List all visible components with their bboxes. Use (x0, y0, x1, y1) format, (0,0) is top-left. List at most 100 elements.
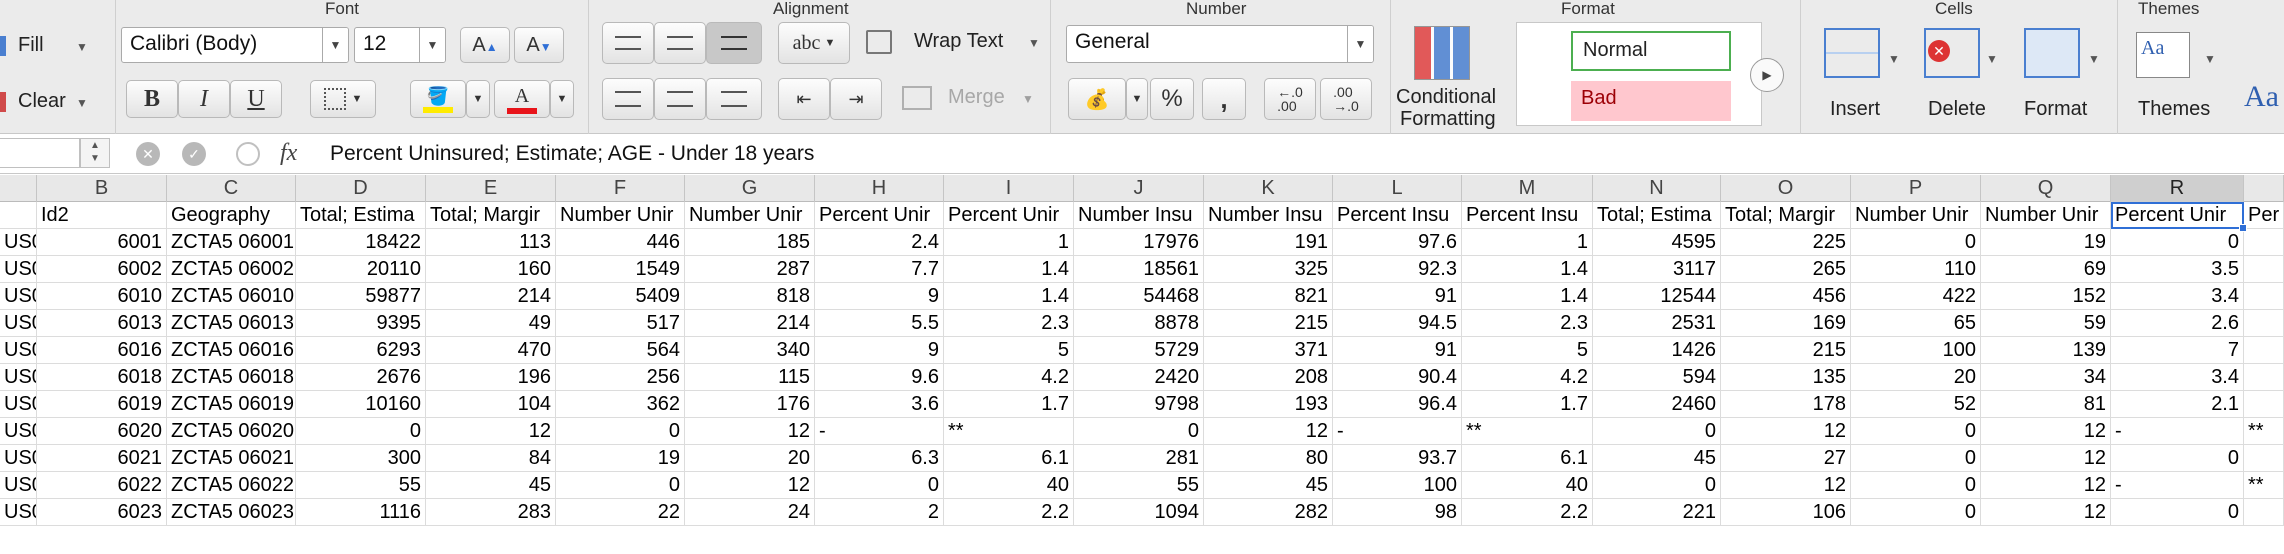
table-cell[interactable]: 45 (1593, 445, 1721, 472)
themes-button[interactable]: Aa ▼ Themes (2132, 24, 2232, 128)
fill-button[interactable]: Fill ▼ (0, 30, 100, 64)
table-cell[interactable]: ZCTA5 06022 (167, 472, 296, 499)
table-cell[interactable]: 6018 (37, 364, 167, 391)
header-cell[interactable]: Total; Estima (1593, 202, 1721, 229)
table-cell[interactable]: 12 (1981, 499, 2111, 526)
align-middle-button[interactable] (654, 22, 706, 64)
table-cell[interactable]: 2420 (1074, 364, 1204, 391)
table-cell[interactable]: 2.2 (944, 499, 1074, 526)
table-cell[interactable]: 208 (1204, 364, 1333, 391)
table-cell[interactable]: 12544 (1593, 283, 1721, 310)
table-cell[interactable]: 2.3 (944, 310, 1074, 337)
table-cell[interactable]: US0 (0, 445, 37, 472)
table-cell[interactable]: 0 (2111, 445, 2244, 472)
column-header[interactable]: E (426, 175, 556, 202)
percent-style-button[interactable]: % (1150, 78, 1194, 120)
header-cell[interactable]: Number Unir (1981, 202, 2111, 229)
table-cell[interactable]: 282 (1204, 499, 1333, 526)
style-bad[interactable]: Bad (1571, 81, 1731, 121)
table-cell[interactable]: ZCTA5 06018 (167, 364, 296, 391)
table-cell[interactable]: - (1333, 418, 1462, 445)
table-cell[interactable]: ** (944, 418, 1074, 445)
table-cell[interactable]: 0 (815, 472, 944, 499)
header-cell[interactable]: Number Unir (685, 202, 815, 229)
table-cell[interactable]: 19 (1981, 229, 2111, 256)
table-cell[interactable]: 0 (556, 418, 685, 445)
table-cell[interactable]: 6010 (37, 283, 167, 310)
clear-button[interactable]: Clear ▼ (0, 86, 100, 120)
table-cell[interactable]: 1.7 (944, 391, 1074, 418)
table-cell[interactable]: 18422 (296, 229, 426, 256)
table-cell[interactable]: 0 (1851, 418, 1981, 445)
table-cell[interactable]: 152 (1981, 283, 2111, 310)
table-cell[interactable]: 52 (1851, 391, 1981, 418)
table-cell[interactable]: 139 (1981, 337, 2111, 364)
table-cell[interactable]: 6001 (37, 229, 167, 256)
table-cell[interactable]: 3.4 (2111, 283, 2244, 310)
table-cell[interactable]: ZCTA5 06001 (167, 229, 296, 256)
table-cell[interactable]: ZCTA5 06021 (167, 445, 296, 472)
table-cell[interactable]: 1116 (296, 499, 426, 526)
table-cell[interactable]: 221 (1593, 499, 1721, 526)
table-cell[interactable] (2244, 310, 2284, 337)
table-cell[interactable]: 5409 (556, 283, 685, 310)
table-cell[interactable]: 6002 (37, 256, 167, 283)
table-cell[interactable]: 65 (1851, 310, 1981, 337)
table-cell[interactable]: 6.3 (815, 445, 944, 472)
theme-fonts-button[interactable]: Aa (2244, 80, 2284, 120)
table-cell[interactable]: ZCTA5 06013 (167, 310, 296, 337)
column-header[interactable] (2244, 175, 2284, 202)
table-cell[interactable] (2244, 499, 2284, 526)
table-cell[interactable]: 6.1 (944, 445, 1074, 472)
italic-button[interactable]: I (178, 80, 230, 118)
table-cell[interactable]: 49 (426, 310, 556, 337)
fill-handle[interactable] (2239, 224, 2247, 232)
table-cell[interactable]: 115 (685, 364, 815, 391)
table-cell[interactable]: 12 (685, 472, 815, 499)
table-cell[interactable]: 185 (685, 229, 815, 256)
table-cell[interactable] (2244, 364, 2284, 391)
table-cell[interactable]: 1 (1462, 229, 1593, 256)
table-cell[interactable]: 9 (815, 337, 944, 364)
table-cell[interactable]: US0 (0, 472, 37, 499)
header-cell[interactable]: Percent Insu (1462, 202, 1593, 229)
header-cell[interactable]: Number Unir (1851, 202, 1981, 229)
confirm-icon[interactable]: ✓ (182, 142, 206, 166)
table-cell[interactable]: 12 (1981, 445, 2111, 472)
table-cell[interactable]: US0 (0, 283, 37, 310)
table-cell[interactable]: 20 (685, 445, 815, 472)
comma-style-button[interactable]: , (1202, 78, 1246, 120)
formula-content[interactable]: Percent Uninsured; Estimate; AGE - Under… (330, 142, 815, 165)
table-cell[interactable]: 0 (1851, 445, 1981, 472)
table-cell[interactable]: 4.2 (1462, 364, 1593, 391)
table-cell[interactable]: US0 (0, 337, 37, 364)
header-cell[interactable]: Number Insu (1074, 202, 1204, 229)
bold-button[interactable]: B (126, 80, 178, 118)
table-cell[interactable]: 2.4 (815, 229, 944, 256)
column-header[interactable]: N (1593, 175, 1721, 202)
table-cell[interactable]: 135 (1721, 364, 1851, 391)
name-box-stepper[interactable]: ▲ ▼ (80, 138, 110, 168)
table-cell[interactable]: 104 (426, 391, 556, 418)
table-cell[interactable]: ZCTA5 06020 (167, 418, 296, 445)
table-cell[interactable]: 18561 (1074, 256, 1204, 283)
table-cell[interactable]: 12 (1721, 418, 1851, 445)
column-header[interactable]: G (685, 175, 815, 202)
table-cell[interactable]: 7.7 (815, 256, 944, 283)
table-cell[interactable]: US0 (0, 229, 37, 256)
table-cell[interactable]: 84 (426, 445, 556, 472)
font-color-button[interactable]: A (494, 80, 550, 118)
table-cell[interactable]: 0 (1593, 472, 1721, 499)
table-cell[interactable]: 1426 (1593, 337, 1721, 364)
table-cell[interactable]: 91 (1333, 337, 1462, 364)
table-cell[interactable]: 55 (1074, 472, 1204, 499)
table-cell[interactable]: 265 (1721, 256, 1851, 283)
header-cell[interactable]: Percent Unir (944, 202, 1074, 229)
table-cell[interactable]: 6021 (37, 445, 167, 472)
table-cell[interactable]: 40 (944, 472, 1074, 499)
table-cell[interactable]: 0 (556, 472, 685, 499)
table-cell[interactable]: 12 (1981, 472, 2111, 499)
table-cell[interactable]: 100 (1851, 337, 1981, 364)
table-cell[interactable]: 3.6 (815, 391, 944, 418)
table-cell[interactable] (2244, 256, 2284, 283)
